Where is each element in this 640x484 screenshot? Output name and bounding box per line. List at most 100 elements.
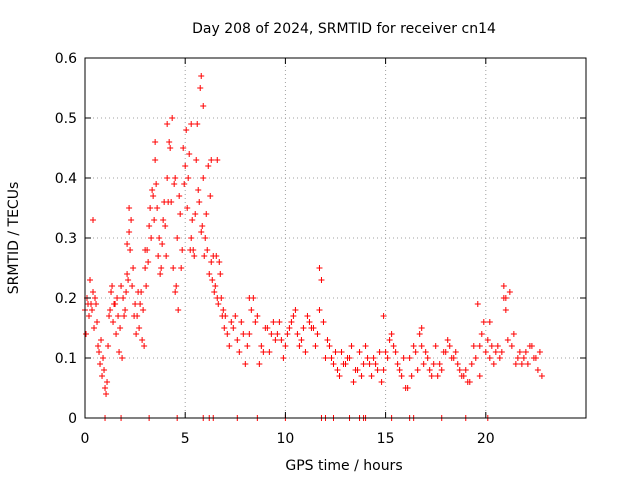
data-point xyxy=(532,355,539,361)
data-point xyxy=(193,157,200,163)
data-point xyxy=(338,349,345,355)
data-point xyxy=(209,277,216,283)
data-point xyxy=(90,217,97,223)
data-point xyxy=(212,283,219,289)
data-point xyxy=(494,343,501,349)
data-point xyxy=(191,253,198,259)
data-point xyxy=(470,343,477,349)
data-point xyxy=(125,277,132,283)
data-point xyxy=(95,343,102,349)
data-point xyxy=(270,319,277,325)
data-point xyxy=(145,259,152,265)
data-point xyxy=(464,379,471,385)
data-point xyxy=(296,343,303,349)
data-point xyxy=(199,223,206,229)
data-point xyxy=(436,361,443,367)
data-point xyxy=(330,361,337,367)
data-point xyxy=(534,367,541,373)
data-point xyxy=(266,349,273,355)
data-point xyxy=(186,151,193,157)
data-point xyxy=(486,355,493,361)
data-point xyxy=(149,187,156,193)
y-tick-label: 0 xyxy=(68,411,77,427)
data-point xyxy=(504,337,511,343)
data-point xyxy=(103,391,110,397)
y-tick-label: 0.5 xyxy=(55,111,77,127)
data-point xyxy=(162,223,169,229)
data-points xyxy=(82,73,545,421)
data-point xyxy=(83,331,90,337)
data-point xyxy=(300,325,307,331)
data-point xyxy=(205,163,212,169)
data-point xyxy=(482,349,489,355)
data-point xyxy=(128,217,135,223)
data-point xyxy=(121,313,128,319)
data-point xyxy=(232,313,239,319)
data-point xyxy=(198,73,205,79)
data-point xyxy=(380,313,387,319)
data-point xyxy=(179,247,186,253)
data-point xyxy=(139,337,146,343)
data-point xyxy=(302,349,309,355)
data-point xyxy=(136,325,143,331)
data-point xyxy=(440,349,447,355)
data-point xyxy=(242,361,249,367)
data-point xyxy=(214,157,221,163)
data-point xyxy=(488,343,495,349)
data-point xyxy=(316,265,323,271)
data-point xyxy=(178,265,185,271)
data-point xyxy=(142,265,149,271)
data-point xyxy=(98,337,105,343)
data-point xyxy=(124,271,131,277)
data-point xyxy=(284,331,291,337)
data-point xyxy=(195,187,202,193)
data-point xyxy=(474,301,481,307)
data-point xyxy=(248,307,255,313)
data-point xyxy=(256,361,263,367)
data-point xyxy=(194,121,201,127)
data-point xyxy=(85,301,92,307)
data-point xyxy=(143,283,150,289)
data-point xyxy=(114,295,121,301)
data-point xyxy=(172,289,179,295)
data-point xyxy=(364,355,371,361)
data-point xyxy=(356,349,363,355)
data-point xyxy=(101,367,108,373)
data-point xyxy=(96,349,103,355)
data-point xyxy=(294,331,301,337)
y-tick-label: 0.1 xyxy=(55,351,77,367)
data-point xyxy=(132,301,139,307)
data-point xyxy=(187,247,194,253)
data-point xyxy=(312,343,319,349)
data-point xyxy=(206,271,213,277)
data-point xyxy=(189,217,196,223)
data-point xyxy=(106,313,113,319)
data-point xyxy=(152,139,159,145)
data-point xyxy=(420,361,427,367)
data-point xyxy=(175,307,182,313)
data-point xyxy=(218,295,225,301)
data-point xyxy=(500,283,507,289)
data-point xyxy=(108,289,115,295)
data-point xyxy=(166,139,173,145)
data-point xyxy=(448,355,455,361)
data-point xyxy=(169,115,176,121)
data-point xyxy=(472,355,479,361)
data-point xyxy=(102,385,109,391)
data-point xyxy=(438,367,445,373)
data-point xyxy=(90,289,97,295)
data-point xyxy=(156,235,163,241)
data-point xyxy=(452,349,459,355)
data-point xyxy=(220,307,227,313)
data-point xyxy=(141,343,148,349)
x-tick-label: 5 xyxy=(181,431,190,447)
data-point xyxy=(520,355,527,361)
data-point xyxy=(324,337,331,343)
data-point xyxy=(123,289,130,295)
data-point xyxy=(524,361,531,367)
data-point xyxy=(185,175,192,181)
data-point xyxy=(122,307,129,313)
data-point xyxy=(151,217,158,223)
data-point xyxy=(228,319,235,325)
